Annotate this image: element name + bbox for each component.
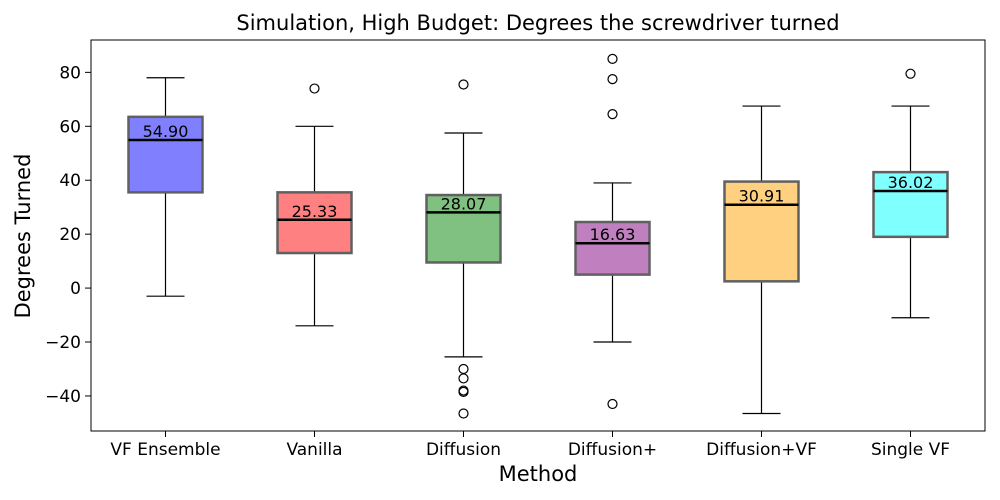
y-axis: −40 −20 0 20 40 60 80 <box>45 63 91 407</box>
y-axis-label: Degrees Turned <box>11 154 35 319</box>
median-value-label: 16.63 <box>590 225 636 244</box>
outlier-point <box>607 53 618 64</box>
x-tick-label: Single VF <box>871 440 950 460</box>
outlier-point <box>309 83 320 94</box>
outlier-point <box>458 363 469 375</box>
box-iqr <box>127 115 204 194</box>
chart-title: Simulation, High Budget: Degrees the scr… <box>236 11 839 35</box>
outlier-point <box>607 73 618 85</box>
x-tick-label: Diffusion+VF <box>706 440 817 460</box>
y-tick-label: −40 <box>45 387 81 407</box>
x-axis: VF Ensemble Vanilla Diffusion Diffusion+ Dif… <box>110 431 950 460</box>
y-tick-label: −20 <box>45 333 81 353</box>
outlier-point <box>905 68 916 79</box>
box-group: 25.33 <box>276 83 353 327</box>
outlier-point <box>607 109 618 120</box>
y-tick-label: 80 <box>59 63 81 83</box>
median-value-label: 28.07 <box>441 194 487 213</box>
box-group: 36.02 <box>872 68 949 319</box>
box-group: 30.91 <box>723 105 800 415</box>
box-iqr <box>276 191 353 255</box>
median-value-label: 30.91 <box>739 187 785 206</box>
box-group: 28.07 <box>425 79 502 419</box>
x-tick-label: Diffusion+ <box>568 440 657 460</box>
box-group: 54.90 <box>127 77 204 297</box>
outlier-point <box>458 373 469 384</box>
median-value-label: 25.33 <box>292 202 338 221</box>
box-iqr <box>723 180 800 283</box>
box-iqr <box>872 170 949 239</box>
x-tick-label: Vanilla <box>286 440 342 460</box>
x-tick-label: Diffusion <box>426 440 501 460</box>
outlier-point <box>458 408 469 419</box>
outlier-point <box>458 386 469 397</box>
plot-area: 54.90 25.33 28.07 16.63 30.91 36.02 <box>127 53 949 419</box>
x-tick-label: VF Ensemble <box>110 440 220 460</box>
y-tick-label: 20 <box>59 225 81 245</box>
x-axis-label: Method <box>499 462 578 486</box>
median-value-label: 54.90 <box>143 122 189 141</box>
y-tick-label: 60 <box>59 117 81 137</box>
outlier-point <box>607 398 618 410</box>
box-group: 16.63 <box>574 53 651 410</box>
y-tick-label: 40 <box>59 171 81 191</box>
plot-frame <box>90 39 986 432</box>
box-iqr <box>574 220 651 276</box>
median-value-label: 36.02 <box>888 173 934 192</box>
y-tick-label: 0 <box>70 279 81 299</box>
box-iqr <box>425 193 502 264</box>
outlier-point <box>458 79 469 90</box>
